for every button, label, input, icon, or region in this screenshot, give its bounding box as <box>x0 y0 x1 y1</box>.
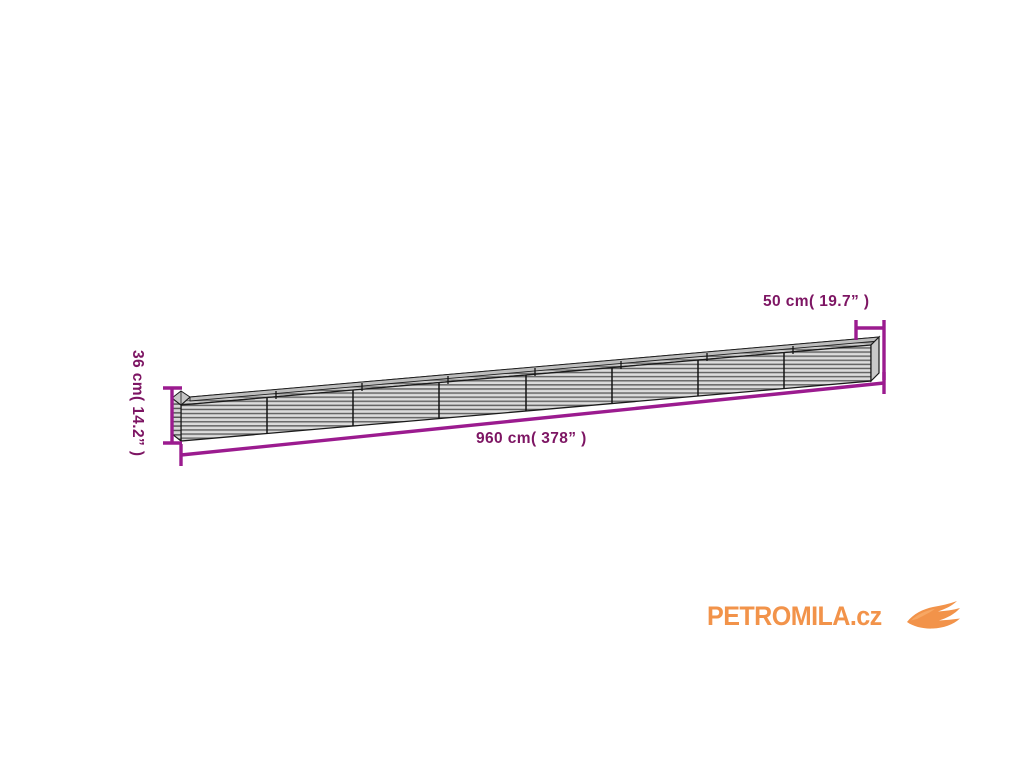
planter-panel-seams <box>266 353 785 434</box>
height-dimension-line <box>163 386 182 445</box>
watermark-logo: PETROMILA.cz <box>707 596 965 636</box>
planter-right-end-cap <box>870 335 880 383</box>
planter-body <box>171 335 881 443</box>
length-dimension-label: 960 cm( 378” ) <box>476 430 587 447</box>
height-dimension-label: 36 cm( 14.2” ) <box>129 350 146 457</box>
brand-wordmark: PETROMILA.cz <box>707 600 882 631</box>
brush-swoosh-icon <box>906 601 960 629</box>
depth-dimension-label: 50 cm( 19.7” ) <box>763 293 870 310</box>
depth-dimension-line <box>854 320 886 380</box>
planter-rim-seam-ticks <box>275 346 794 399</box>
